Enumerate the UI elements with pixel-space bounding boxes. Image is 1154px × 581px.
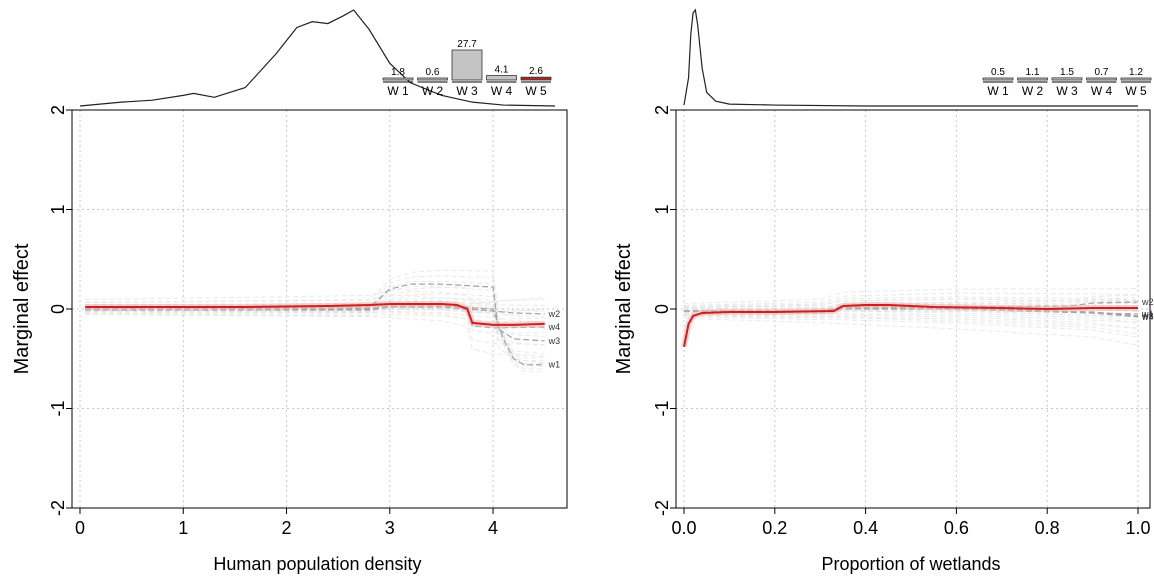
marginal-bar: [982, 77, 1014, 81]
marginal-bar-label: W 5: [525, 84, 547, 98]
marginal-bar: [520, 76, 552, 81]
marginal-bar: [1086, 77, 1117, 81]
marginal-bar-value: 4.1: [495, 65, 509, 76]
marginal-bar-label: W 5: [1125, 84, 1147, 98]
marginal-bar: [1017, 77, 1048, 81]
marginal-bar: [417, 77, 448, 81]
chart-panel-wetlands: -2 -1 0 1 2 0.0 0.2 0.4 0.6 0.8 1.0 Marginal effect…: [613, 8, 1154, 574]
trace-line: [85, 293, 545, 313]
trace-line: [85, 285, 545, 346]
marginal-bar-label: W 2: [1022, 84, 1044, 98]
series-label-w1: w1: [548, 360, 561, 370]
trace-line: [683, 292, 1139, 306]
marginal-bar-value: 0.7: [1095, 67, 1109, 78]
trace-line: [85, 307, 545, 318]
series-line-w1: [85, 305, 545, 366]
trace-line: [85, 290, 545, 355]
x-tick-label: 4: [488, 518, 498, 538]
trace-line: [85, 306, 545, 367]
y-tick-label: -1: [652, 400, 672, 416]
series-label-w1: w1: [1141, 309, 1154, 319]
x-tick-label: 2: [282, 518, 292, 538]
x-axis-title: Human population density: [213, 554, 421, 574]
marginal-bar: [486, 75, 517, 81]
marginal-bar: [1120, 77, 1152, 81]
trace-line: [85, 313, 545, 357]
y-tick-label: -2: [652, 500, 672, 516]
y-axis-title: Marginal effect: [613, 243, 635, 374]
x-tick-label: 0.4: [853, 518, 878, 538]
y-tick-label: -2: [48, 500, 68, 516]
fitted-line: [683, 304, 1138, 348]
marginal-bar-label: W 3: [456, 84, 478, 98]
series-label-w3: w3: [548, 336, 561, 346]
chart-panel-population-density: -2 -1 0 1 2 0 1 2 3 4 Marginal effect Human populat…: [11, 9, 568, 574]
y-tick-label: 2: [48, 105, 68, 115]
trace-line: [85, 310, 545, 345]
marginal-bar-value: 2.6: [529, 66, 543, 77]
marginal-bar: [451, 49, 483, 81]
marginal-bar-label: W 4: [1091, 84, 1113, 98]
trace-line: [683, 288, 1139, 305]
trace-line: [85, 306, 545, 334]
series-label-w2: w2: [1141, 297, 1154, 307]
series-label-w4: w4: [1141, 312, 1154, 322]
marginal-bar-value: 1.1: [1026, 67, 1040, 78]
trace-line: [683, 316, 1139, 338]
x-tick-label: 0.2: [762, 518, 787, 538]
marginal-bar-label: W 3: [1056, 84, 1078, 98]
trace-line: [683, 314, 1139, 335]
marginal-bar: [1051, 77, 1083, 81]
density-curve: [79, 9, 556, 107]
trace-line: [683, 317, 1139, 346]
x-axis-title: Proportion of wetlands: [821, 554, 1000, 574]
series-label-w4: w4: [548, 322, 561, 332]
trace-line: [85, 286, 545, 304]
x-tick-label: 3: [385, 518, 395, 538]
trace-line: [85, 295, 545, 364]
x-tick-label: 0: [75, 518, 85, 538]
y-tick-label: 2: [652, 105, 672, 115]
trace-line: [683, 313, 1139, 330]
marginal-bar: [382, 77, 414, 81]
trace-line: [683, 296, 1139, 308]
trace-line: [683, 298, 1139, 309]
trace-line: [85, 307, 545, 370]
density-curve: [683, 8, 1138, 107]
marginal-bar-value: 0.5: [991, 67, 1005, 78]
marginal-bar-label: W 1: [387, 84, 409, 98]
trace-line: [85, 280, 545, 337]
marginal-bar-value: 1.8: [391, 67, 405, 78]
x-tick-label: 0.6: [944, 518, 969, 538]
y-tick-label: 1: [652, 204, 672, 214]
y-tick-label: 0: [48, 304, 68, 314]
x-tick-label: 1: [178, 518, 188, 538]
marginal-bar-label: W 2: [422, 84, 444, 98]
series-label-w3: w3: [1141, 311, 1154, 321]
marginal-bar-label: W 1: [987, 84, 1009, 98]
fitted-line: [85, 303, 545, 326]
x-tick-label: 0.8: [1035, 518, 1060, 538]
marginal-bar-value: 0.6: [426, 67, 440, 78]
y-tick-label: -1: [48, 400, 68, 416]
trace-line: [683, 314, 1139, 329]
marginal-bar-label: W 4: [491, 84, 513, 98]
x-tick-label: 0.0: [671, 518, 696, 538]
marginal-bar-value: 1.2: [1129, 67, 1143, 78]
marginal-bar-value: 27.7: [457, 39, 477, 50]
y-tick-label: 1: [48, 204, 68, 214]
trace-line: [85, 308, 545, 373]
marginal-bar-value: 1.5: [1060, 67, 1074, 78]
y-tick-label: 0: [652, 304, 672, 314]
trace-line: [85, 310, 545, 324]
y-axis-title: Marginal effect: [11, 243, 33, 374]
x-tick-label: 1.0: [1125, 518, 1150, 538]
series-label-w2: w2: [548, 309, 561, 319]
